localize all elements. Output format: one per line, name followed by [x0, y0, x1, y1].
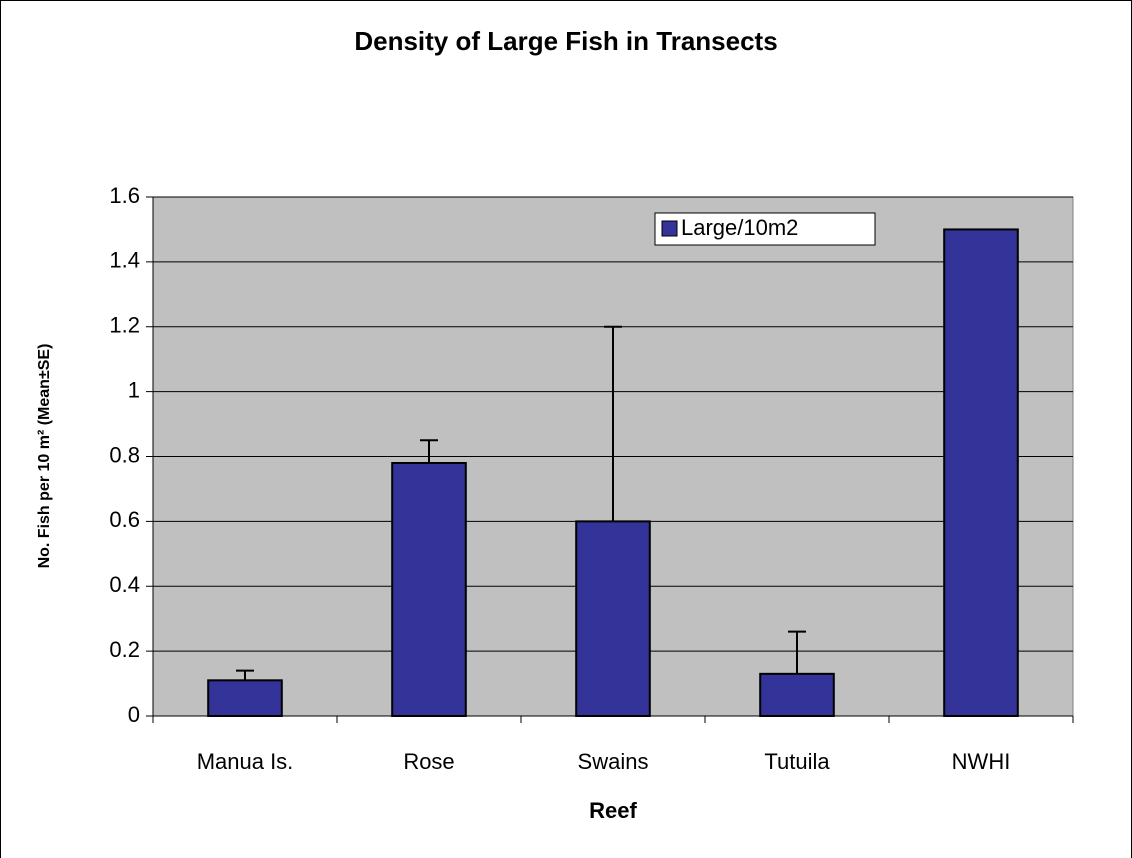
- chart-title: Density of Large Fish in Transects: [354, 26, 777, 56]
- y-tick-label: 0.6: [109, 507, 140, 532]
- y-tick-label: 1.2: [109, 313, 140, 338]
- y-axis-label: No. Fish per 10 m² (Mean±SE): [36, 344, 53, 569]
- x-axis-label: Reef: [589, 798, 637, 823]
- bar: [207, 679, 283, 717]
- bar: [575, 520, 651, 717]
- y-tick-label: 1.4: [109, 248, 140, 273]
- legend-label: Large/10m2: [681, 215, 798, 240]
- y-tick-label: 0.2: [109, 637, 140, 662]
- y-tick-label: 0: [128, 702, 140, 727]
- bar: [943, 228, 1019, 717]
- bar: [391, 461, 467, 717]
- y-tick-label: 0.8: [109, 442, 140, 467]
- y-tick-label: 1: [128, 377, 140, 402]
- x-tick-label: Manua Is.: [197, 749, 294, 774]
- legend-swatch: [661, 220, 678, 237]
- x-tick-label: Tutuila: [764, 749, 830, 774]
- x-tick-label: Rose: [403, 749, 454, 774]
- bar: [759, 672, 835, 717]
- legend-box: [654, 212, 876, 246]
- y-tick-label: 0.4: [109, 572, 140, 597]
- y-tick-label: 1.6: [109, 183, 140, 208]
- x-tick-label: NWHI: [952, 749, 1011, 774]
- x-tick-label: Swains: [578, 749, 649, 774]
